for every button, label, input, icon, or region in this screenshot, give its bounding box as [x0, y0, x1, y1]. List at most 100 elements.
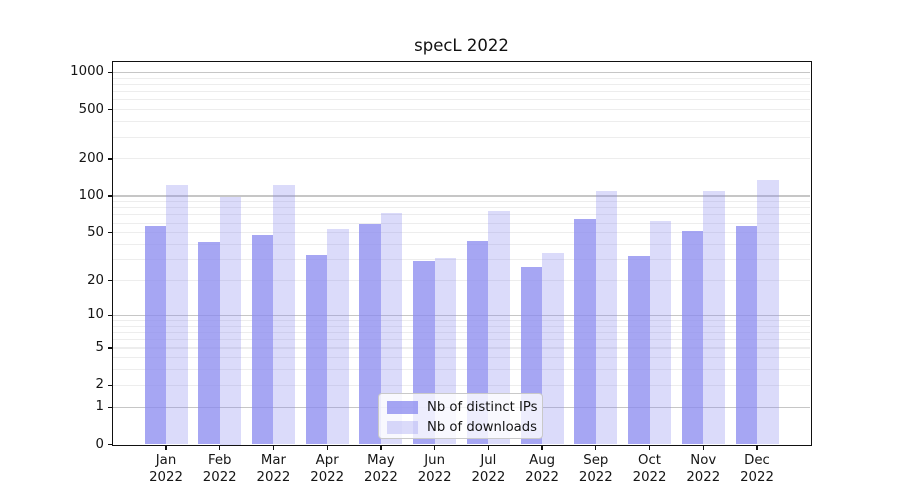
- y-tick-mark: [108, 195, 113, 197]
- x-tick-mark: [756, 445, 758, 450]
- gridline-minor: [113, 232, 810, 234]
- y-tick-label: 100: [78, 187, 104, 203]
- bar: [735, 225, 757, 445]
- x-tick-label: Apr 2022: [310, 453, 345, 485]
- y-tick-label: 1000: [70, 64, 104, 80]
- gridline-minor: [113, 243, 810, 246]
- gridline-minor: [113, 347, 810, 349]
- gridline-major: [113, 195, 810, 197]
- bar: [198, 241, 220, 445]
- y-tick-mark: [108, 384, 113, 386]
- x-tick-label: Aug 2022: [525, 453, 559, 485]
- x-tick-label: Feb 2022: [202, 453, 237, 485]
- legend: Nb of distinct IPs Nb of downloads: [378, 393, 543, 439]
- gridline-minor: [113, 201, 810, 203]
- y-tick-mark: [108, 443, 113, 446]
- gridline-minor: [113, 158, 810, 160]
- bar: [251, 234, 274, 445]
- gridline-minor: [113, 357, 810, 359]
- bar: [757, 180, 779, 445]
- y-tick-mark: [108, 232, 113, 234]
- y-tick-mark: [108, 71, 113, 74]
- bar: [681, 230, 704, 445]
- x-tick-label: Sep 2022: [578, 453, 613, 485]
- y-tick-mark: [108, 314, 113, 316]
- legend-label-downloads: Nb of downloads: [427, 419, 537, 435]
- chart-title: specL 2022: [414, 36, 509, 55]
- y-tick-label: 0: [95, 436, 104, 452]
- y-tick-label: 200: [78, 150, 104, 166]
- gridline-minor: [113, 339, 810, 341]
- x-tick-label: Oct 2022: [632, 453, 667, 485]
- legend-item-distinct-ips: Nb of distinct IPs: [379, 397, 542, 417]
- gridline-minor: [113, 369, 810, 371]
- bar: [219, 196, 242, 445]
- legend-swatch-distinct-ips: [387, 400, 418, 414]
- x-tick-label: Nov 2022: [686, 453, 721, 485]
- x-tick-mark: [702, 445, 704, 450]
- y-tick-label: 5: [95, 340, 104, 355]
- bar: [628, 256, 650, 445]
- gridline-major: [113, 71, 810, 73]
- y-tick-label: 20: [87, 272, 104, 288]
- gridline-minor: [113, 222, 810, 224]
- y-tick-label: 500: [78, 101, 104, 117]
- x-tick-label: May 2022: [363, 453, 398, 485]
- x-tick-mark: [433, 445, 436, 450]
- y-tick-mark: [108, 347, 113, 349]
- gridline-minor: [113, 99, 810, 101]
- x-tick-mark: [380, 445, 382, 450]
- gridline-minor: [113, 77, 810, 79]
- x-tick-mark: [541, 445, 543, 450]
- y-tick-mark: [108, 406, 113, 408]
- bar: [273, 184, 295, 445]
- x-tick-label: Dec 2022: [740, 453, 774, 485]
- x-tick-label: Jan 2022: [149, 453, 183, 485]
- x-tick-mark: [165, 445, 167, 450]
- legend-item-downloads: Nb of downloads: [379, 417, 542, 437]
- x-tick-mark: [326, 445, 328, 450]
- bar: [305, 254, 328, 445]
- bar: [144, 225, 166, 445]
- gridline-minor: [113, 384, 810, 386]
- bar: [166, 185, 188, 445]
- gridline-minor: [113, 136, 810, 138]
- gridline-major: [113, 314, 810, 316]
- gridline-minor: [113, 331, 810, 334]
- gridline-minor: [113, 279, 810, 282]
- x-tick-mark: [648, 445, 651, 450]
- gridline-minor: [113, 319, 810, 322]
- x-tick-label: Mar 2022: [256, 453, 291, 485]
- x-tick-mark: [487, 445, 489, 450]
- y-tick-label: 10: [87, 307, 104, 323]
- legend-label-distinct-ips: Nb of distinct IPs: [427, 399, 538, 415]
- x-tick-mark: [272, 445, 275, 450]
- gridline-minor: [113, 109, 810, 111]
- y-tick-mark: [108, 158, 113, 160]
- y-tick-label: 2: [95, 377, 104, 393]
- bar: [703, 191, 725, 445]
- gridline-minor: [113, 207, 810, 209]
- bar: [327, 228, 349, 445]
- y-tick-mark: [108, 109, 113, 111]
- bar: [574, 218, 596, 445]
- gridline-minor: [113, 83, 810, 85]
- gridline-minor: [113, 121, 810, 123]
- y-tick-label: 1: [95, 399, 104, 415]
- gridline-minor: [113, 91, 810, 93]
- bar: [488, 210, 510, 445]
- x-tick-label: Jul 2022: [471, 453, 506, 485]
- x-tick-mark: [219, 445, 221, 450]
- bar: [649, 221, 672, 445]
- gridline-minor: [113, 214, 810, 216]
- x-tick-mark: [595, 445, 597, 450]
- bar: [595, 190, 618, 445]
- bar: [359, 224, 381, 445]
- gridline-minor: [113, 325, 810, 327]
- bar: [542, 253, 564, 445]
- gridline-minor: [113, 259, 810, 261]
- y-tick-label: 50: [87, 224, 104, 240]
- legend-swatch-downloads: [387, 420, 418, 434]
- bar: [380, 212, 403, 445]
